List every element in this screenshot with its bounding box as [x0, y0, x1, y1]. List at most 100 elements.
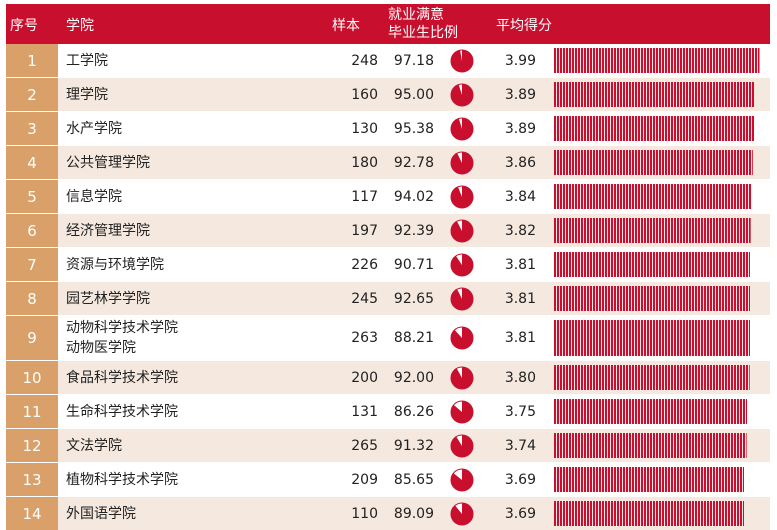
score-bar-stripe	[640, 501, 641, 526]
score-bar-stripe	[661, 184, 662, 209]
score-bar-stripe	[628, 467, 629, 492]
score-bar-stripe	[586, 116, 587, 141]
score-bar-stripe	[694, 286, 695, 311]
score-bar-stripe	[634, 218, 635, 243]
score-bar-stripe	[682, 48, 683, 73]
score-bar-stripe	[736, 433, 737, 458]
score-bar-stripe	[685, 48, 686, 73]
satisfaction-rate: 85.65	[384, 463, 434, 496]
score-bar-stripe	[634, 399, 635, 424]
score-bar-stripe	[736, 218, 737, 243]
score-bar-stripe	[727, 365, 728, 390]
score-bar-stripe	[703, 150, 704, 175]
score-bar-stripe	[664, 467, 665, 492]
score-bar-stripe	[691, 501, 692, 526]
score-bar-stripe	[661, 501, 662, 526]
score-bar-stripe	[745, 365, 746, 390]
score-bar-stripe	[559, 433, 560, 458]
score-bar-stripe	[652, 82, 653, 107]
score-bar-stripe	[577, 218, 578, 243]
score-bar-stripe	[580, 116, 581, 141]
score-bar-stripe	[562, 184, 563, 209]
score-bar-stripe	[610, 150, 611, 175]
score-bar-stripe	[631, 82, 632, 107]
score-bar-stripe	[580, 184, 581, 209]
score-bar-stripe	[592, 150, 593, 175]
score-bar-stripe	[607, 184, 608, 209]
score-bar-stripe	[577, 501, 578, 526]
score-bar-stripe	[676, 252, 677, 277]
score-bar-stripe	[703, 320, 704, 356]
score-bar	[554, 150, 753, 175]
score-bar-stripe	[625, 82, 626, 107]
score-bar-stripe	[706, 399, 707, 424]
score-bar-stripe	[742, 252, 743, 277]
score-bar-stripe	[712, 116, 713, 141]
score-bar-stripe	[745, 286, 746, 311]
score-bar-stripe	[595, 150, 596, 175]
score-bar-graphic	[554, 467, 744, 492]
score-bar-stripe	[691, 116, 692, 141]
score-bar-stripe	[631, 48, 632, 73]
score-bar-stripe	[718, 399, 719, 424]
sample-size: 160	[328, 78, 378, 111]
score-bar-stripe	[652, 399, 653, 424]
score-bar-stripe	[709, 150, 710, 175]
score-bar-stripe	[592, 433, 593, 458]
score-bar-stripe	[703, 218, 704, 243]
score-bar-stripe	[634, 150, 635, 175]
score-bar-stripe	[667, 501, 668, 526]
score-bar-stripe	[697, 501, 698, 526]
score-bar-stripe	[715, 286, 716, 311]
score-bar-stripe	[685, 116, 686, 141]
score-bar-stripe	[661, 286, 662, 311]
score-bar-stripe	[595, 320, 596, 356]
score-bar-stripe	[601, 48, 602, 73]
score-bar-stripe	[580, 320, 581, 356]
score-bar-stripe	[595, 286, 596, 311]
satisfaction-rate: 89.09	[384, 497, 434, 530]
score-bar-stripe	[559, 48, 560, 73]
header-satisfaction-line2: 毕业生比例	[388, 24, 458, 42]
score-bar-stripe	[715, 218, 716, 243]
score-bar-stripe	[676, 399, 677, 424]
score-bar-stripe	[700, 252, 701, 277]
score-bar-stripe	[718, 150, 719, 175]
score-bar-stripe	[640, 467, 641, 492]
score-bar-stripe	[673, 501, 674, 526]
score-bar-stripe	[658, 320, 659, 356]
score-bar-stripe	[700, 82, 701, 107]
score-bar-fill	[554, 433, 747, 458]
score-bar-stripe	[604, 399, 605, 424]
score-bar-stripe	[691, 286, 692, 311]
score-bar-stripe	[745, 116, 746, 141]
score-bar-stripe	[613, 467, 614, 492]
score-bar-stripe	[658, 399, 659, 424]
score-bar-stripe	[601, 252, 602, 277]
score-bar-stripe	[667, 365, 668, 390]
score-bar-stripe	[727, 467, 728, 492]
score-bar-stripe	[748, 184, 749, 209]
score-bar-stripe	[613, 365, 614, 390]
score-bar-stripe	[700, 320, 701, 356]
score-bar-stripe	[583, 501, 584, 526]
score-bar-stripe	[667, 433, 668, 458]
score-bar-stripe	[751, 116, 752, 141]
score-bar-stripe	[730, 286, 731, 311]
row-index: 12	[6, 429, 58, 462]
score-bar-stripe	[583, 218, 584, 243]
pie-slice	[451, 84, 473, 106]
score-bar-stripe	[583, 116, 584, 141]
score-bar-stripe	[604, 286, 605, 311]
college-name-line: 工学院	[66, 51, 108, 71]
score-bar-stripe	[562, 116, 563, 141]
average-score: 3.99	[488, 44, 536, 77]
score-bar-stripe	[736, 82, 737, 107]
score-bar-stripe	[715, 252, 716, 277]
score-bar-stripe	[700, 467, 701, 492]
score-bar-stripe	[619, 252, 620, 277]
score-bar-stripe	[652, 116, 653, 141]
score-bar-stripe	[610, 218, 611, 243]
